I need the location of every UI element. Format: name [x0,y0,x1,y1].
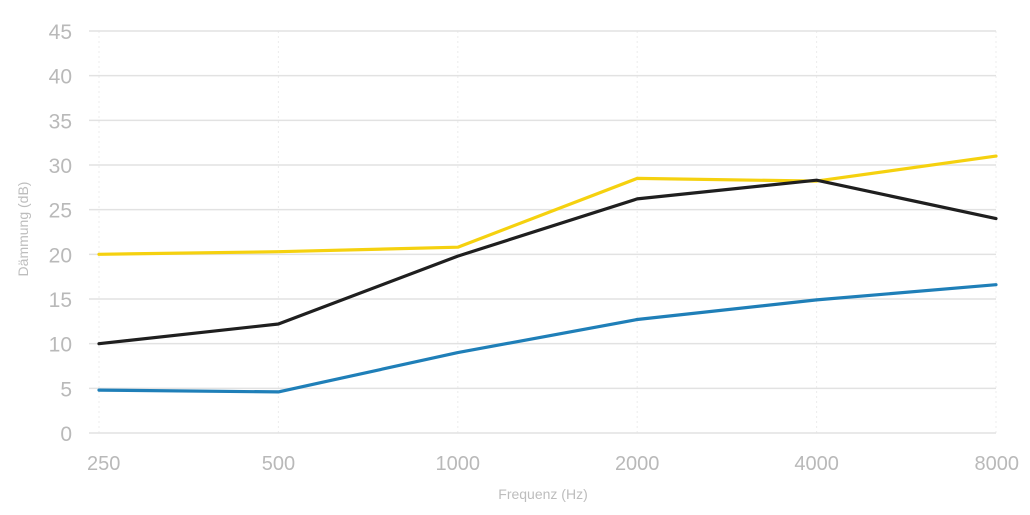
x-tick-label-4000: 4000 [794,453,839,475]
x-tick-label-1000: 1000 [436,453,481,475]
y-tick-label-45: 45 [49,21,72,44]
y-tick-label-30: 30 [49,155,72,178]
series-line-3 [97,283,998,394]
x-tick-label-8000: 8000 [975,453,1020,475]
x-tick-label-250: 250 [87,453,120,475]
y-tick-label-10: 10 [49,334,72,357]
y-tick-label-25: 25 [49,200,72,223]
x-tick-label-500: 500 [262,453,295,475]
x-tick-label-2000: 2000 [615,453,660,475]
tick-layer: 0 5 10 15 20 25 30 35 40 45 250 500 1000 2000 4000 8000 [49,21,1019,475]
y-tick-label-40: 40 [49,66,72,89]
y-tick-label-35: 35 [49,110,72,133]
y-tick-label-0: 0 [60,423,72,446]
y-tick-label-5: 5 [60,378,72,401]
y-tick-label-20: 20 [49,244,72,267]
grid-layer [89,30,997,434]
y-tick-label-15: 15 [49,289,72,312]
series-line-2 [97,178,998,346]
series-line-1 [97,154,998,256]
y-axis-title: Dämmung (dB) [15,182,31,277]
x-axis-title: Frequenz (Hz) [498,486,587,502]
series-layer [97,154,998,394]
